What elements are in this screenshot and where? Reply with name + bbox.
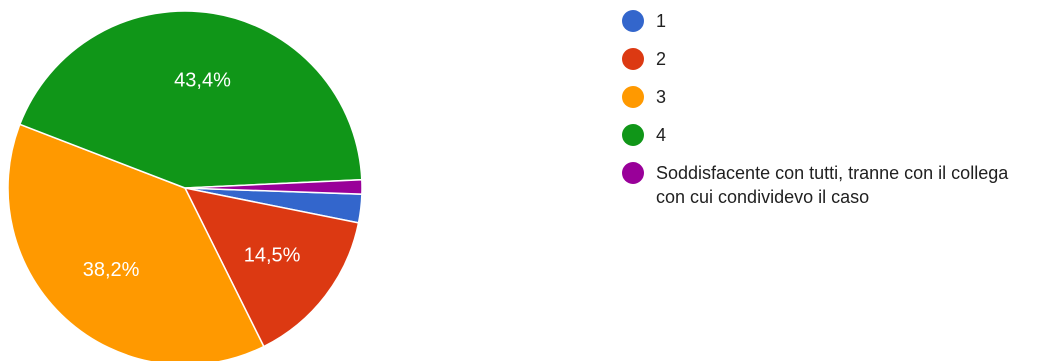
legend: 1 2 3 4 Soddisfacente con tutti, tranne … — [622, 9, 1032, 209]
pie-slice-soddisfacente-con-tutti-[interactable] — [184, 178, 363, 195]
legend-label-5: Soddisfacente con tutti, tranne con il c… — [656, 163, 1009, 207]
legend-item-2[interactable]: 2 — [622, 47, 1032, 71]
pie-plot-area: 14,5% 38,2% 43,4% — [7, 10, 363, 361]
legend-label-4: 4 — [656, 125, 667, 145]
legend-swatch-3 — [622, 86, 644, 108]
legend-swatch-1 — [622, 10, 644, 32]
data-label-4: 43,4% — [174, 70, 231, 92]
legend-label-2: 2 — [656, 49, 667, 69]
legend-swatch-2 — [622, 48, 644, 70]
legend-label-3: 3 — [656, 87, 667, 107]
legend-swatch-5 — [622, 162, 644, 184]
pie-slice-4[interactable] — [18, 10, 363, 189]
legend-swatch-4 — [622, 124, 644, 146]
legend-item-1[interactable]: 1 — [622, 9, 1032, 33]
legend-label-1: 1 — [656, 11, 667, 31]
legend-item-5[interactable]: Soddisfacente con tutti, tranne con il c… — [622, 161, 1032, 209]
pie-slice-2[interactable] — [183, 186, 360, 348]
pie-slice-3[interactable] — [7, 123, 265, 361]
legend-item-4[interactable]: 4 — [622, 123, 1032, 147]
data-label-2: 14,5% — [244, 245, 301, 267]
legend-item-3[interactable]: 3 — [622, 85, 1032, 109]
data-label-3: 38,2% — [83, 259, 140, 281]
